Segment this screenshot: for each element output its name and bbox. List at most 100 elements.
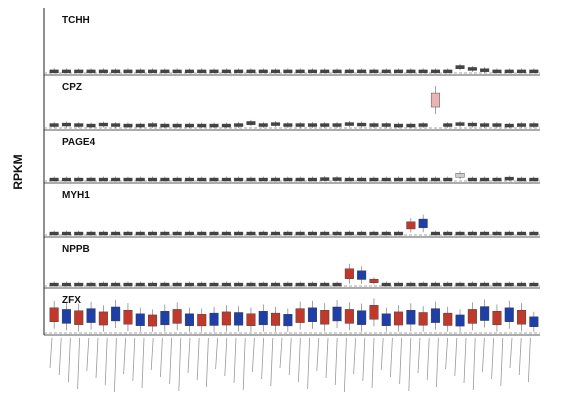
box	[430, 308, 440, 323]
box	[369, 177, 379, 182]
box	[283, 231, 293, 236]
box	[480, 68, 490, 72]
box	[111, 282, 121, 287]
box	[271, 69, 281, 74]
box	[320, 177, 330, 181]
box	[295, 308, 305, 323]
box	[86, 231, 96, 236]
tissue-label-placeholder	[123, 337, 126, 375]
box	[381, 69, 391, 74]
box	[369, 123, 379, 127]
tissue-label-placeholder	[307, 337, 310, 390]
box	[197, 123, 207, 128]
box	[74, 123, 84, 127]
box	[209, 312, 219, 326]
box	[480, 231, 490, 236]
box	[258, 123, 268, 127]
tissue-label-placeholder	[362, 337, 366, 382]
box	[197, 314, 207, 327]
box	[517, 310, 527, 325]
box	[86, 123, 96, 128]
box	[49, 123, 59, 127]
box	[160, 231, 170, 236]
tissue-label-placeholder	[49, 337, 53, 369]
box	[234, 231, 244, 236]
box	[271, 122, 281, 126]
box	[381, 282, 391, 287]
tissue-label-placeholder	[417, 337, 421, 374]
box	[123, 310, 133, 325]
box	[111, 231, 121, 236]
tissue-label-placeholder	[408, 337, 412, 392]
tissue-label-placeholder	[196, 337, 200, 381]
box	[283, 69, 293, 74]
tissue-label-placeholder	[454, 337, 458, 377]
box	[394, 123, 404, 128]
box	[443, 177, 453, 182]
box	[406, 69, 416, 74]
box	[209, 123, 219, 128]
gene-title: ZFX	[62, 295, 81, 306]
box	[74, 69, 84, 74]
box	[123, 282, 133, 287]
box	[135, 282, 145, 287]
box	[492, 231, 502, 236]
box	[283, 177, 293, 182]
box	[480, 177, 490, 182]
box	[61, 282, 71, 287]
box	[394, 177, 404, 182]
box	[74, 177, 84, 182]
tissue-label-placeholder	[86, 337, 90, 372]
box	[295, 123, 305, 127]
box	[517, 123, 527, 127]
box	[344, 231, 354, 236]
tissue-label-placeholder	[298, 337, 301, 383]
tissue-label-placeholder	[509, 337, 513, 369]
box	[172, 69, 182, 74]
box	[455, 65, 465, 69]
tissue-label-placeholder	[224, 337, 228, 377]
box	[332, 177, 342, 181]
tissue-label-placeholder	[68, 337, 71, 383]
box	[307, 231, 317, 236]
box	[492, 311, 502, 326]
tissue-label-placeholder	[316, 337, 320, 372]
box	[320, 69, 330, 74]
box	[307, 282, 317, 287]
box	[492, 123, 502, 127]
tissue-label-placeholder	[187, 337, 191, 374]
box	[504, 282, 514, 287]
box	[197, 231, 207, 236]
box	[172, 282, 182, 287]
box	[529, 177, 539, 182]
box	[172, 123, 182, 128]
box	[74, 282, 84, 287]
box	[529, 69, 539, 74]
tissue-label-placeholder	[528, 337, 531, 383]
box	[234, 69, 244, 74]
box	[430, 231, 440, 236]
box	[148, 177, 158, 182]
box	[443, 69, 453, 74]
tissue-label-placeholder	[215, 337, 218, 370]
box	[332, 69, 342, 74]
box	[418, 218, 428, 229]
tissue-label-placeholder	[252, 337, 255, 373]
box	[234, 312, 244, 326]
gene-title: PAGE4	[62, 137, 96, 148]
box	[148, 123, 158, 127]
gene-title: TCHH	[62, 15, 90, 26]
box	[209, 177, 219, 182]
box	[246, 231, 256, 236]
box	[111, 306, 121, 322]
box	[184, 282, 194, 287]
box	[455, 282, 465, 287]
box	[332, 231, 342, 236]
box	[135, 177, 145, 182]
box	[307, 307, 317, 322]
tissue-label-placeholder	[279, 337, 283, 369]
box	[492, 69, 502, 74]
box	[443, 123, 453, 127]
tissue-label-placeholder	[390, 337, 393, 378]
box	[49, 231, 59, 236]
